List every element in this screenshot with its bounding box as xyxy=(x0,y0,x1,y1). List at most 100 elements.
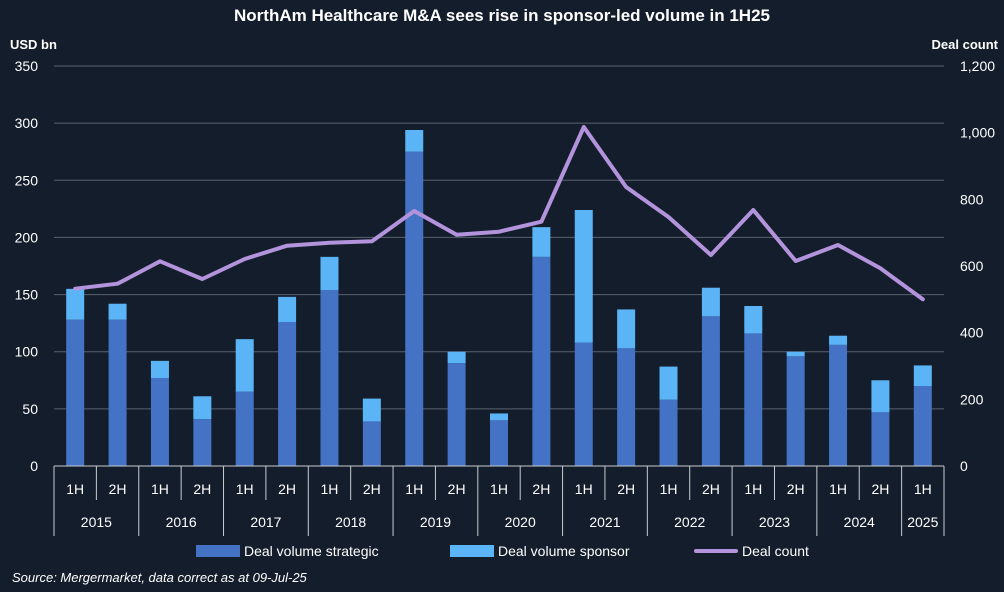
bar-strategic xyxy=(829,344,848,466)
x-tick-half-label: 1H xyxy=(66,481,84,497)
bar-strategic xyxy=(659,399,678,466)
x-tick-half-label: 1H xyxy=(151,481,169,497)
bar-strategic xyxy=(447,363,466,466)
x-tick-year-label: 2017 xyxy=(250,514,281,530)
bar-sponsor xyxy=(193,396,212,420)
x-tick-half-label: 2H xyxy=(702,481,720,497)
bar-strategic xyxy=(744,333,763,466)
x-tick-year-label: 2022 xyxy=(674,514,705,530)
chart-title: NorthAm Healthcare M&A sees rise in spon… xyxy=(234,6,770,25)
y-axis-right-label: Deal count xyxy=(931,37,998,52)
legend-item-sponsor: Deal volume sponsor xyxy=(450,543,630,559)
legend: Deal volume strategic Deal volume sponso… xyxy=(0,543,1004,563)
x-tick-half-label: 1H xyxy=(744,481,762,497)
x-tick-half-label: 2H xyxy=(448,481,466,497)
x-tick-half-label: 2H xyxy=(278,481,296,497)
y-axis-left-label: USD bn xyxy=(10,37,57,52)
bar-sponsor xyxy=(701,287,720,317)
bar-strategic xyxy=(150,378,169,466)
y-tick-left-label: 150 xyxy=(15,287,39,303)
x-tick-half-label: 2H xyxy=(532,481,550,497)
bar-sponsor xyxy=(617,309,636,349)
y-tick-left-label: 350 xyxy=(15,58,39,74)
x-tick-half-label: 2H xyxy=(193,481,211,497)
x-tick-year-label: 2015 xyxy=(81,514,112,530)
y-tick-right-label: 200 xyxy=(960,391,984,407)
legend-label-strategic: Deal volume strategic xyxy=(244,543,379,559)
x-tick-half-label: 1H xyxy=(405,481,423,497)
y-tick-left-label: 250 xyxy=(15,172,39,188)
y-tick-right-label: 400 xyxy=(960,325,984,341)
legend-swatch-sponsor xyxy=(450,545,494,557)
bar-strategic xyxy=(532,256,551,466)
y-tick-left-label: 300 xyxy=(15,115,39,131)
y-tick-left-label: 200 xyxy=(15,229,39,245)
bar-sponsor xyxy=(235,339,254,392)
y-tick-left-label: 50 xyxy=(22,401,38,417)
bar-sponsor xyxy=(362,398,381,422)
bar-strategic xyxy=(108,319,127,466)
legend-swatch-strategic xyxy=(196,545,240,557)
bar-strategic xyxy=(278,322,297,466)
deal-count-line xyxy=(73,125,925,302)
x-tick-year-label: 2016 xyxy=(166,514,197,530)
x-tick-half-label: 1H xyxy=(575,481,593,497)
x-tick-year-label: 2018 xyxy=(335,514,366,530)
bar-sponsor xyxy=(320,256,339,290)
x-tick-year-label: 2021 xyxy=(589,514,620,530)
x-tick-half-label: 2H xyxy=(363,481,381,497)
bar-strategic xyxy=(574,342,593,466)
bar-sponsor xyxy=(278,296,297,322)
x-tick-year-label: 2024 xyxy=(844,514,875,530)
bar-sponsor xyxy=(490,413,508,421)
x-tick-half-label: 2H xyxy=(871,481,889,497)
y-tick-right-label: 600 xyxy=(960,258,984,274)
x-tick-year-label: 2023 xyxy=(759,514,790,530)
bar-strategic xyxy=(193,419,212,466)
y-tick-right-label: 800 xyxy=(960,191,984,207)
bar-sponsor xyxy=(108,303,127,320)
bar-strategic xyxy=(913,386,932,466)
bar-sponsor xyxy=(405,130,424,152)
x-tick-half-label: 1H xyxy=(914,481,932,497)
bar-strategic xyxy=(701,316,720,466)
bar-strategic xyxy=(235,391,254,466)
bar-sponsor xyxy=(532,227,551,257)
x-tick-half-label: 2H xyxy=(617,481,635,497)
y-tick-right-label: 1,200 xyxy=(960,58,995,74)
bar-sponsor xyxy=(744,306,763,334)
source-note: Source: Mergermarket, data correct as at… xyxy=(12,570,307,585)
x-tick-year-label: 2019 xyxy=(420,514,451,530)
x-tick-half-label: 1H xyxy=(236,481,254,497)
x-tick-half-label: 1H xyxy=(490,481,508,497)
y-tick-left-label: 100 xyxy=(15,344,39,360)
bar-sponsor xyxy=(574,210,593,343)
bar-strategic xyxy=(490,420,508,466)
legend-item-deal-count: Deal count xyxy=(694,543,809,559)
bar-sponsor xyxy=(786,351,805,357)
y-tick-right-label: 1,000 xyxy=(960,125,995,141)
bar-strategic xyxy=(362,421,381,466)
x-tick-half-label: 1H xyxy=(321,481,339,497)
x-tick-half-label: 2H xyxy=(109,481,127,497)
bar-strategic xyxy=(786,356,805,466)
legend-line-deal-count xyxy=(694,549,738,553)
y-tick-right-label: 0 xyxy=(960,458,968,474)
x-tick-half-label: 1H xyxy=(660,481,678,497)
legend-label-deal-count: Deal count xyxy=(742,543,809,559)
bar-strategic xyxy=(617,348,636,466)
bar-sponsor xyxy=(66,288,85,320)
bar-sponsor xyxy=(829,335,848,345)
legend-item-strategic: Deal volume strategic xyxy=(196,543,379,559)
bar-sponsor xyxy=(447,351,466,364)
legend-label-sponsor: Deal volume sponsor xyxy=(498,543,630,559)
bar-sponsor xyxy=(150,360,169,378)
x-tick-half-label: 1H xyxy=(829,481,847,497)
x-tick-half-label: 2H xyxy=(787,481,805,497)
y-tick-left-label: 0 xyxy=(30,458,38,474)
bar-strategic xyxy=(871,412,890,466)
bar-sponsor xyxy=(913,365,932,386)
bar-sponsor xyxy=(871,380,890,413)
x-tick-year-label: 2025 xyxy=(907,514,938,530)
